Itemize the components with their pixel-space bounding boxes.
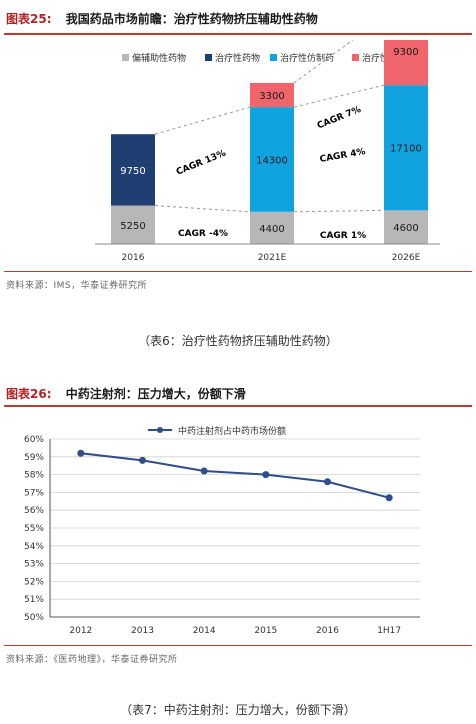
y-tick-label: 53%	[24, 560, 44, 570]
fig25-title: 图表25: 我国药品市场前瞻：治疗性药物挤压辅助性药物	[6, 10, 318, 27]
fig26-label: 图表26:	[6, 387, 52, 401]
stacked-bar-chart: 偏辅助性药物治疗性药物治疗性仿制药治疗性创新药52509750201644001…	[95, 40, 440, 263]
fig26-caption: （表7：中药注射剂：压力增大，份额下滑）	[120, 703, 356, 717]
bar-segment	[250, 82, 294, 108]
fig26-heading: 中药注射剂：压力增大，份额下滑	[65, 387, 246, 401]
cagr-annotation: CAGR -4%	[178, 229, 228, 239]
legend-label: 中药注射剂占中药市场份额	[178, 425, 286, 437]
bar-segment	[111, 205, 155, 244]
legend-swatch	[205, 54, 212, 61]
series-line	[80, 452, 390, 499]
cagr-annotation: CAGR 7%	[316, 105, 363, 132]
fig26-title: 图表26: 中药注射剂：压力增大，份额下滑	[6, 385, 246, 402]
x-tick-label: 2026E	[392, 253, 421, 263]
y-tick-label: 56%	[24, 506, 44, 516]
bar-segment	[384, 210, 428, 244]
data-label: 5250	[120, 221, 145, 232]
legend-label: 偏辅助性药物	[132, 52, 186, 64]
data-point	[324, 478, 331, 486]
data-label: 3300	[259, 91, 284, 102]
connector-line	[154, 106, 251, 135]
line-chart: 50% 51% 52% 53% 54% 55% 56% 57% 58% 59% 60% 2012 201…	[24, 425, 420, 636]
x-tick-label: 2014	[193, 626, 216, 636]
data-label: 9750	[120, 166, 145, 177]
data-point	[262, 471, 270, 479]
fig25-label: 图表25:	[6, 12, 52, 26]
y-tick-label: 58%	[24, 471, 44, 481]
bar-segment	[250, 211, 294, 244]
connector-line	[154, 205, 251, 213]
x-tick-label: 1H17	[377, 626, 401, 636]
fig25-heading: 我国药品市场前瞻：治疗性药物挤压辅助性药物	[65, 12, 318, 26]
legend-label: 治疗性药物	[215, 52, 260, 64]
x-tick-label: 2012	[69, 626, 92, 636]
x-tick-label: 2013	[131, 626, 154, 636]
data-point	[139, 456, 146, 464]
data-label: 17100	[390, 144, 422, 155]
bar-segment	[384, 85, 428, 211]
cagr-annotation: CAGR 13%	[175, 149, 227, 178]
y-tick-label: 54%	[24, 542, 44, 552]
fig25-bottom-rule	[4, 271, 472, 272]
data-label: 14300	[256, 155, 288, 166]
x-tick-label: 2016	[316, 626, 339, 636]
connector-line	[293, 40, 354, 84]
data-point	[200, 467, 208, 475]
bar-segment	[250, 107, 294, 212]
x-tick-label: 2016	[122, 253, 145, 263]
x-tick-label: 2021E	[258, 253, 287, 263]
fig25-caption: （表6：治疗性药物挤压辅助性药物）	[138, 334, 338, 348]
legend-swatch	[122, 54, 129, 61]
data-label: 4600	[393, 223, 418, 234]
legend-marker	[157, 427, 163, 433]
data-label: 4400	[259, 224, 284, 235]
data-point	[77, 449, 85, 457]
x-tick-label: 2015	[254, 626, 277, 636]
fig26-top-rule	[4, 405, 472, 407]
cagr-annotation: CAGR 4%	[319, 147, 366, 165]
y-tick-label: 57%	[24, 488, 44, 498]
fig26-source: 资料来源：《医药地理》，华泰证券研究所	[6, 655, 178, 665]
y-tick-label: 59%	[24, 453, 44, 463]
fig25-top-rule	[4, 33, 472, 35]
connector-line	[293, 209, 385, 213]
y-tick-label: 55%	[24, 524, 44, 534]
cagr-annotation: CAGR 1%	[320, 231, 366, 241]
data-point	[385, 494, 393, 502]
legend-label: 治疗性仿制药	[280, 52, 334, 64]
fig25-source: 资料来源：IMS，华泰证券研究所	[6, 281, 148, 291]
y-tick-label: 52%	[24, 577, 44, 587]
y-tick-label: 51%	[24, 595, 44, 605]
data-label: 9300	[393, 47, 418, 58]
y-tick-label: 60%	[24, 435, 44, 445]
legend-swatch	[270, 54, 277, 61]
legend-swatch	[352, 54, 359, 61]
bar-segment	[111, 134, 155, 206]
fig26-bottom-rule	[4, 645, 472, 646]
y-tick-label: 50%	[24, 613, 44, 623]
connector-line	[293, 84, 385, 108]
bar-segment	[384, 40, 428, 86]
